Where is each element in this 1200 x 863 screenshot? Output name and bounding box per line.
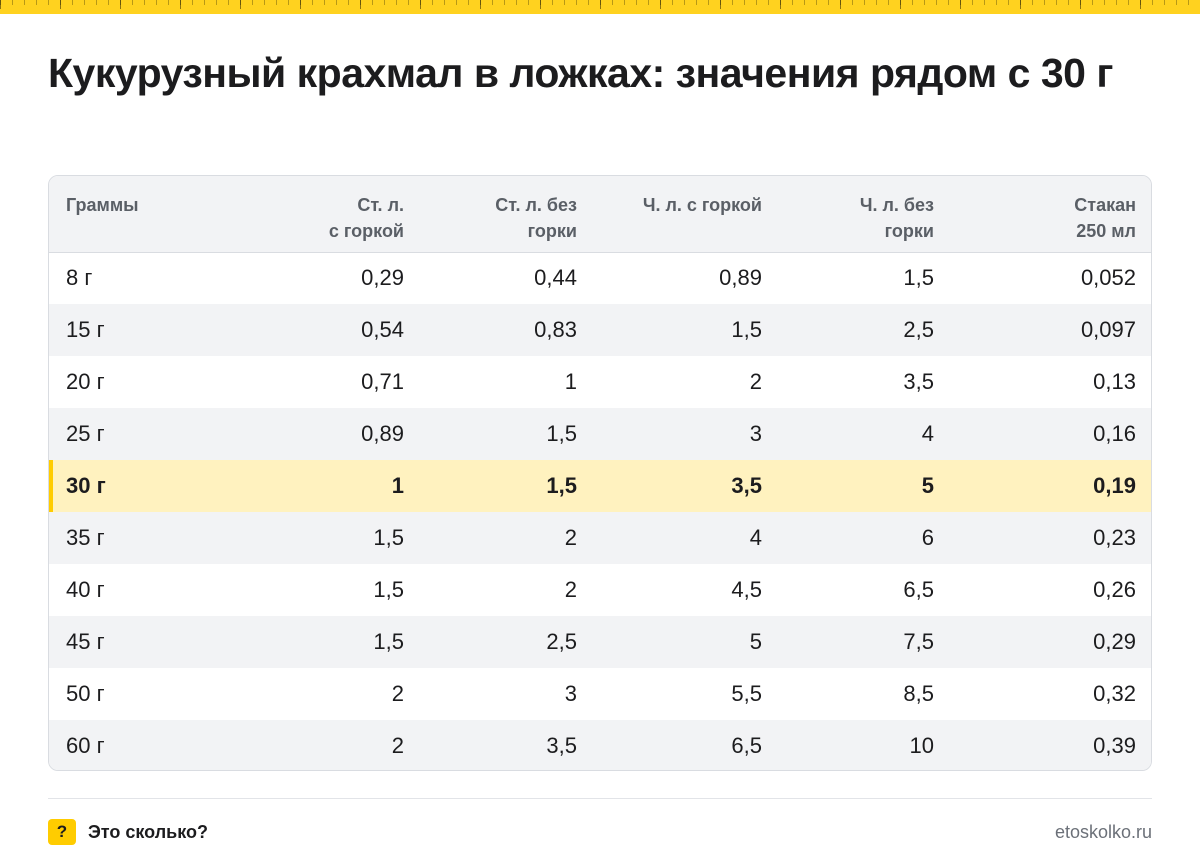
column-header: Ст. л. без горки [421,176,594,252]
value-cell: 0,39 [1093,733,1136,758]
column-header-line: горки [884,221,934,241]
value-cell: 3 [749,421,762,446]
column-header: Ст. л. с горкой [245,176,421,252]
column-header-line: 250 мл [1076,221,1136,241]
value-cell: 0,16 [1093,421,1136,446]
value-cell: 6,5 [731,733,762,758]
column-header: Граммы [49,176,245,252]
value-cell: 3,5 [731,473,762,498]
value-cell: 2 [391,681,404,706]
table-row: 45 г 1,5 2,5 5 7,5 0,29 [49,616,1151,668]
table-row: 40 г 1,5 2 4,5 6,5 0,26 [49,564,1151,616]
value-cell: 6,5 [903,577,934,602]
value-cell: 0,32 [1093,681,1136,706]
value-cell: 1,5 [903,265,934,291]
value-cell: 0,29 [1093,629,1136,654]
value-cell: 1,5 [546,473,577,498]
grams-cell: 50 г [66,681,105,706]
value-cell: 1,5 [731,317,762,342]
footer-divider [48,798,1152,799]
grams-cell: 45 г [66,629,105,654]
table-row: 35 г 1,5 2 4 6 0,23 [49,512,1151,564]
column-header-line: Ч. л. с горкой [642,195,762,215]
column-header: Стакан 250 мл [951,176,1151,252]
value-cell: 1 [391,473,404,498]
value-cell: 2 [749,369,762,394]
value-cell: 0,13 [1093,369,1136,394]
value-cell: 2 [391,733,404,758]
grams-cell: 8 г [66,265,93,291]
table-header: Граммы Ст. л. с горкой Ст. л. без горки Ч. л.… [49,176,1151,252]
column-header: Ч. л. с горкой [594,176,779,252]
footer-brand: Это сколько? [88,822,208,842]
value-cell: 3 [564,681,577,706]
value-cell: 1,5 [373,525,404,550]
value-cell: 3,5 [903,369,934,394]
table-row: 15 г 0,54 0,83 1,5 2,5 0,097 [49,304,1151,356]
column-header-line: горки [527,221,577,241]
value-cell: 5 [749,629,762,654]
table-row: 60 г 2 3,5 6,5 10 0,39 [49,720,1151,770]
value-cell: 2,5 [903,317,934,342]
conversion-table-card: Граммы Ст. л. с горкой Ст. л. без горки Ч. л.… [48,175,1152,771]
value-cell: 3,5 [546,733,577,758]
value-cell: 0,26 [1093,577,1136,602]
value-cell: 0,052 [1080,265,1136,291]
table-row: 50 г 2 3 5,5 8,5 0,32 [49,668,1151,720]
column-header-line: с горкой [328,221,404,241]
value-cell: 0,83 [534,317,577,342]
column-header-line: Граммы [66,195,139,215]
column-header-line: Ст. л. [357,195,404,215]
value-cell: 1 [564,369,577,394]
grams-cell: 30 г [49,460,245,512]
value-cell: 2 [564,525,577,550]
table-body: 8 г 0,29 0,44 0,89 1,5 0,052 15 г 0,54 0,83 1,5 2,… [49,252,1151,770]
value-cell: 0,71 [361,369,404,394]
column-header-line: Стакан [1074,195,1136,215]
value-cell: 8,5 [903,681,934,706]
grams-cell: 15 г [66,317,105,342]
table-header-row: Граммы Ст. л. с горкой Ст. л. без горки Ч. л.… [49,176,1151,252]
value-cell: 0,89 [719,265,762,291]
table-row: 8 г 0,29 0,44 0,89 1,5 0,052 [49,252,1151,304]
table-row: 20 г 0,71 1 2 3,5 0,13 [49,356,1151,408]
grams-cell: 35 г [66,525,105,550]
value-cell: 0,29 [361,265,404,291]
value-cell: 7,5 [903,629,934,654]
grams-cell: 40 г [66,577,105,602]
grams-cell: 60 г [66,733,105,758]
value-cell: 0,097 [1080,317,1136,342]
value-cell: 5 [921,473,934,498]
value-cell: 0,54 [361,317,404,342]
column-header-line: Ч. л. без [859,195,934,215]
value-cell: 10 [909,733,934,758]
conversion-table: Граммы Ст. л. с горкой Ст. л. без горки Ч. л.… [49,176,1151,770]
table-row: 25 г 0,89 1,5 3 4 0,16 [49,408,1151,460]
value-cell: 1,5 [373,629,404,654]
value-cell: 1,5 [373,577,404,602]
value-cell: 0,44 [534,265,577,291]
column-header-line: Ст. л. без [495,195,577,215]
value-cell: 0,19 [1093,473,1136,498]
ruler-strip [0,0,1200,14]
value-cell: 4 [921,421,934,446]
grams-cell: 25 г [66,421,105,446]
value-cell: 2,5 [546,629,577,654]
value-cell: 6 [921,525,934,550]
value-cell: 4 [749,525,762,550]
page-title: Кукурузный крахмал в ложках: значения ря… [48,50,1113,96]
footer-site-link[interactable]: etoskolko.ru [1054,822,1152,842]
value-cell: 0,23 [1093,525,1136,550]
grams-cell: 20 г [66,369,105,394]
value-cell: 0,89 [361,421,404,446]
table-row-highlighted: 30 г 1 1,5 3,5 5 0,19 [49,460,1151,512]
value-cell: 1,5 [546,421,577,446]
value-cell: 2 [564,577,577,602]
column-header: Ч. л. без горки [779,176,951,252]
value-cell: 5,5 [731,681,762,706]
question-icon: ? [48,819,76,845]
value-cell: 4,5 [731,577,762,602]
